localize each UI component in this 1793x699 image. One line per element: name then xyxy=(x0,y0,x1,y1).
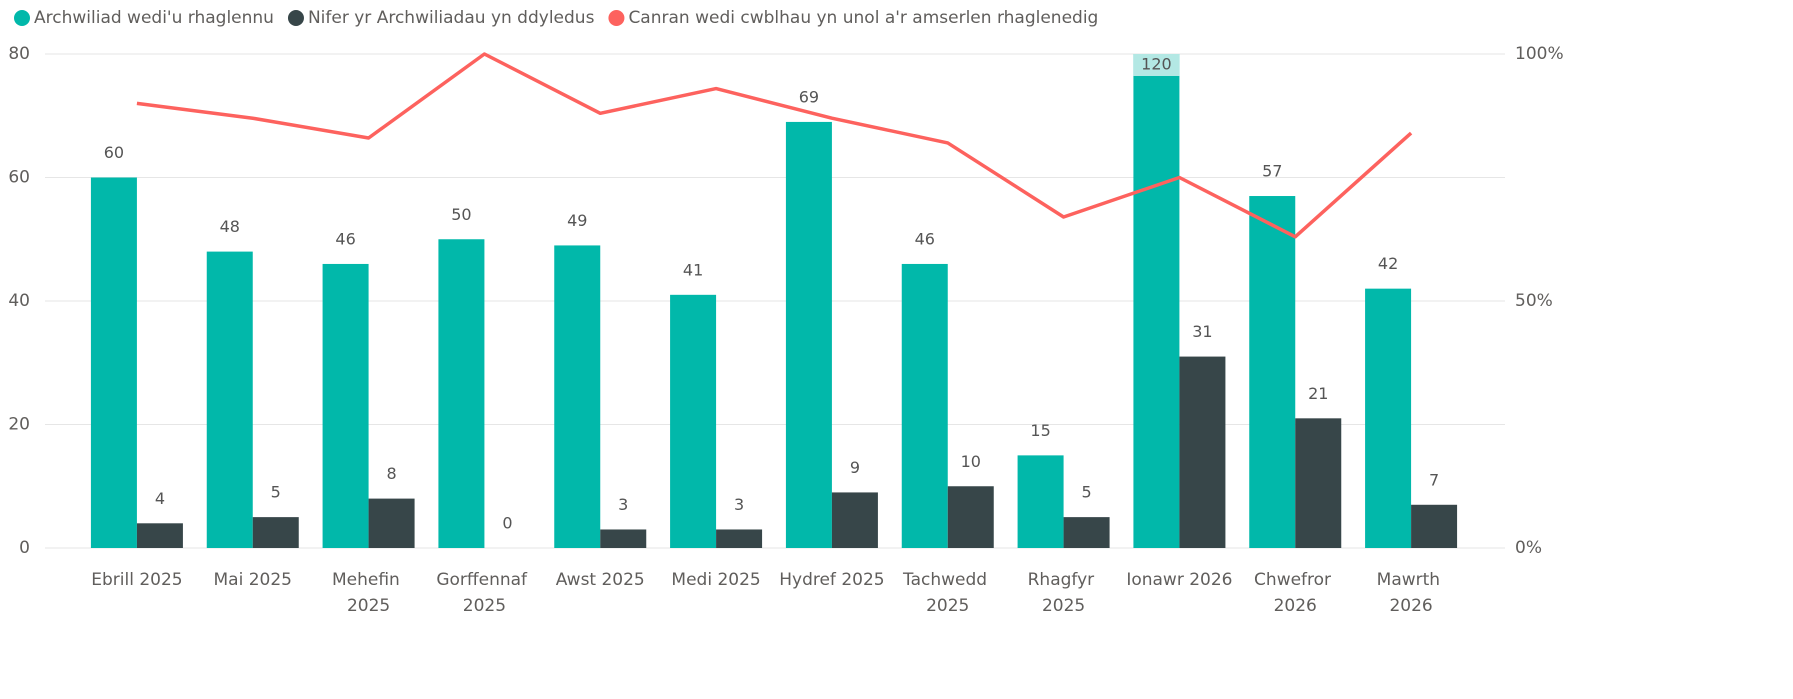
legend-label: Archwiliad wedi'u rhaglennu xyxy=(34,8,274,28)
x-tick-line: 2025 xyxy=(347,596,390,616)
bar xyxy=(136,523,183,548)
x-tick-label: Tachwedd 2025 xyxy=(902,570,992,616)
data-label: 42 xyxy=(1378,254,1398,273)
x-tick-line: Gorffennaf xyxy=(436,570,532,590)
x-tick-label: Gorffennaf 2025 xyxy=(436,570,532,616)
legend-label: Nifer yr Archwiliadau yn ddyledus xyxy=(308,8,595,28)
x-tick-line: Mehefin xyxy=(332,570,405,590)
bar xyxy=(90,177,137,548)
bar xyxy=(670,294,717,548)
bar xyxy=(1295,418,1342,548)
data-label: 5 xyxy=(1081,483,1091,502)
bar xyxy=(901,263,948,548)
bar xyxy=(1133,54,1180,548)
bar xyxy=(831,492,878,548)
data-label: 3 xyxy=(618,495,628,514)
x-tick-label: Mehefin 2025 xyxy=(332,570,405,616)
data-label: 46 xyxy=(915,229,935,248)
bar xyxy=(252,517,299,548)
x-tick-line: 2025 xyxy=(926,596,969,616)
legend-marker xyxy=(14,10,30,26)
data-label: 46 xyxy=(335,229,355,248)
data-label: 10 xyxy=(961,452,981,471)
y2-tick-label: 0% xyxy=(1515,538,1542,558)
bar xyxy=(716,529,763,548)
data-label: 60 xyxy=(104,143,124,162)
x-tick-label: Mawrth 2026 xyxy=(1377,570,1446,616)
x-tick-line: 2026 xyxy=(1389,596,1432,616)
data-label: 9 xyxy=(850,458,860,477)
data-label: 41 xyxy=(683,260,703,279)
data-label: 49 xyxy=(567,211,587,230)
data-label: 3 xyxy=(734,495,744,514)
data-label: 69 xyxy=(799,87,819,106)
data-label: 0 xyxy=(502,514,512,533)
bar xyxy=(1249,196,1296,548)
bar-overflow xyxy=(1133,54,1180,76)
bar xyxy=(600,529,647,548)
x-tick-label: Ebrill 2025 xyxy=(91,570,182,590)
y-tick-label: 60 xyxy=(8,168,30,188)
x-tick-label: Ionawr 2026 xyxy=(1126,570,1232,590)
data-label: 8 xyxy=(386,464,396,483)
legend-marker xyxy=(287,10,304,26)
bar xyxy=(1063,517,1110,548)
bar xyxy=(1179,356,1226,548)
x-tick-label: Mai 2025 xyxy=(214,570,292,590)
y-tick-label: 20 xyxy=(8,415,30,435)
x-tick-line: 2025 xyxy=(1042,596,1085,616)
y-tick-label: 80 xyxy=(8,44,30,64)
x-tick-line: 2026 xyxy=(1274,596,1317,616)
x-tick-label: Chwefror 2026 xyxy=(1254,570,1336,616)
x-tick-label: Medi 2025 xyxy=(671,570,760,590)
x-tick-label: Rhagfyr 2025 xyxy=(1028,570,1100,616)
data-label: 57 xyxy=(1262,162,1282,181)
x-tick-line: Chwefror xyxy=(1254,570,1336,590)
bar xyxy=(554,245,601,548)
bar xyxy=(438,239,485,548)
data-label: 120 xyxy=(1141,55,1172,74)
x-tick-line: 2025 xyxy=(463,596,506,616)
data-label: 50 xyxy=(451,205,471,224)
bar xyxy=(206,251,253,548)
bar xyxy=(785,121,832,548)
x-tick-line: Rhagfyr xyxy=(1028,570,1100,590)
y-tick-label: 40 xyxy=(8,291,30,311)
data-label: 5 xyxy=(271,483,281,502)
bar xyxy=(1365,288,1412,548)
data-label: 31 xyxy=(1192,322,1212,341)
y2-tick-label: 50% xyxy=(1515,291,1553,311)
bar xyxy=(1017,455,1064,548)
legend-marker xyxy=(608,10,625,26)
bar xyxy=(947,486,994,548)
data-label: 21 xyxy=(1308,384,1328,403)
y-tick-label: 0 xyxy=(19,538,30,558)
x-tick-label: Hydref 2025 xyxy=(779,570,884,590)
x-tick-label: Awst 2025 xyxy=(556,570,645,590)
legend-label: Canran wedi cwblhau yn unol a'r amserlen… xyxy=(628,8,1098,28)
y2-tick-label: 100% xyxy=(1515,44,1564,64)
bar xyxy=(1411,504,1458,548)
data-label: 48 xyxy=(220,217,240,236)
bar xyxy=(322,263,369,548)
x-tick-line: Mawrth xyxy=(1377,570,1446,590)
data-label: 4 xyxy=(155,489,165,508)
bar xyxy=(368,498,415,548)
data-label: 7 xyxy=(1429,470,1439,489)
line xyxy=(136,52,1413,239)
data-label: 15 xyxy=(1030,421,1050,440)
x-tick-line: Tachwedd xyxy=(902,570,992,590)
